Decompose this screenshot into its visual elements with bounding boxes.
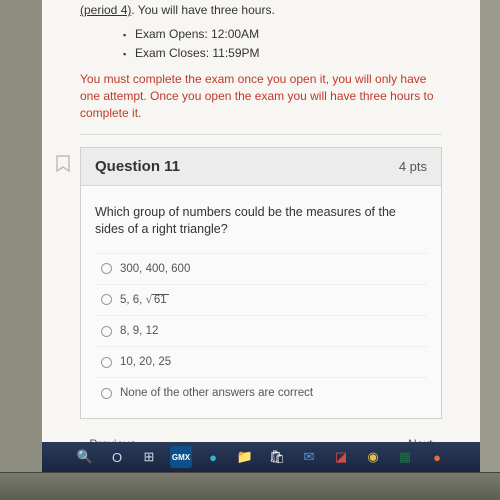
option-3[interactable]: 10, 20, 25	[95, 346, 427, 377]
edge-icon[interactable]: ●	[202, 446, 224, 468]
question-title: Question 11	[95, 158, 180, 175]
screen-content: (period 4). You will have three hours. E…	[42, 0, 480, 472]
store-icon[interactable]: 🛍	[266, 446, 288, 468]
radio-icon	[101, 357, 112, 368]
laptop-frame	[0, 472, 500, 500]
question-card: Question 11 4 pts Which group of numbers…	[80, 147, 442, 420]
gmx-icon[interactable]: GMX	[170, 446, 192, 468]
option-text: 5, 6, √61	[120, 294, 169, 307]
divider	[80, 134, 442, 135]
question-body: Which group of numbers could be the meas…	[81, 186, 441, 419]
option-text: 300, 400, 600	[120, 263, 190, 275]
exam-close-time: Exam Closes: 11:59PM	[135, 44, 472, 63]
cortana-icon[interactable]: O	[106, 446, 128, 468]
radio-icon	[101, 388, 112, 399]
desk-edge	[0, 0, 42, 472]
period-link[interactable]: (period 4)	[80, 3, 131, 17]
chrome-icon[interactable]: ◉	[362, 446, 384, 468]
option-0[interactable]: 300, 400, 600	[95, 253, 427, 284]
period-suffix: . You will have three hours.	[131, 3, 274, 17]
option-text: None of the other answers are correct	[120, 387, 313, 399]
option-2[interactable]: 8, 9, 12	[95, 315, 427, 346]
explorer-icon[interactable]: 📁	[234, 446, 256, 468]
question-header: Question 11 4 pts	[81, 148, 441, 186]
radio-icon	[101, 263, 112, 274]
app2-icon[interactable]: ●	[426, 446, 448, 468]
excel-icon[interactable]: ▦	[394, 446, 416, 468]
option-1[interactable]: 5, 6, √61	[95, 284, 427, 316]
mail-icon[interactable]: ✉	[298, 446, 320, 468]
search-icon[interactable]: 🔍	[74, 446, 96, 468]
options-group: 300, 400, 600 5, 6, √61 8, 9, 12 10, 20, 25…	[95, 253, 427, 409]
bookmark-icon	[55, 155, 71, 173]
exam-times-list: Exam Opens: 12:00AM Exam Closes: 11:59PM	[50, 25, 472, 63]
radio-icon	[101, 294, 112, 305]
question-prompt: Which group of numbers could be the meas…	[95, 204, 427, 239]
question-points: 4 pts	[399, 159, 427, 174]
option-text: 8, 9, 12	[120, 325, 158, 337]
task-view-icon[interactable]: ⊞	[138, 446, 160, 468]
instructions-line: (period 4). You will have three hours.	[50, 0, 472, 25]
taskbar: 🔍 O ⊞ GMX ● 📁 🛍 ✉ ◪ ◉ ▦ ●	[42, 442, 480, 472]
warning-text: You must complete the exam once you open…	[50, 63, 472, 129]
exam-open-time: Exam Opens: 12:00AM	[135, 25, 472, 44]
flag-question-button[interactable]	[51, 148, 75, 180]
app1-icon[interactable]: ◪	[330, 446, 352, 468]
option-text: 10, 20, 25	[120, 356, 171, 368]
option-4[interactable]: None of the other answers are correct	[95, 377, 427, 408]
radio-icon	[101, 326, 112, 337]
